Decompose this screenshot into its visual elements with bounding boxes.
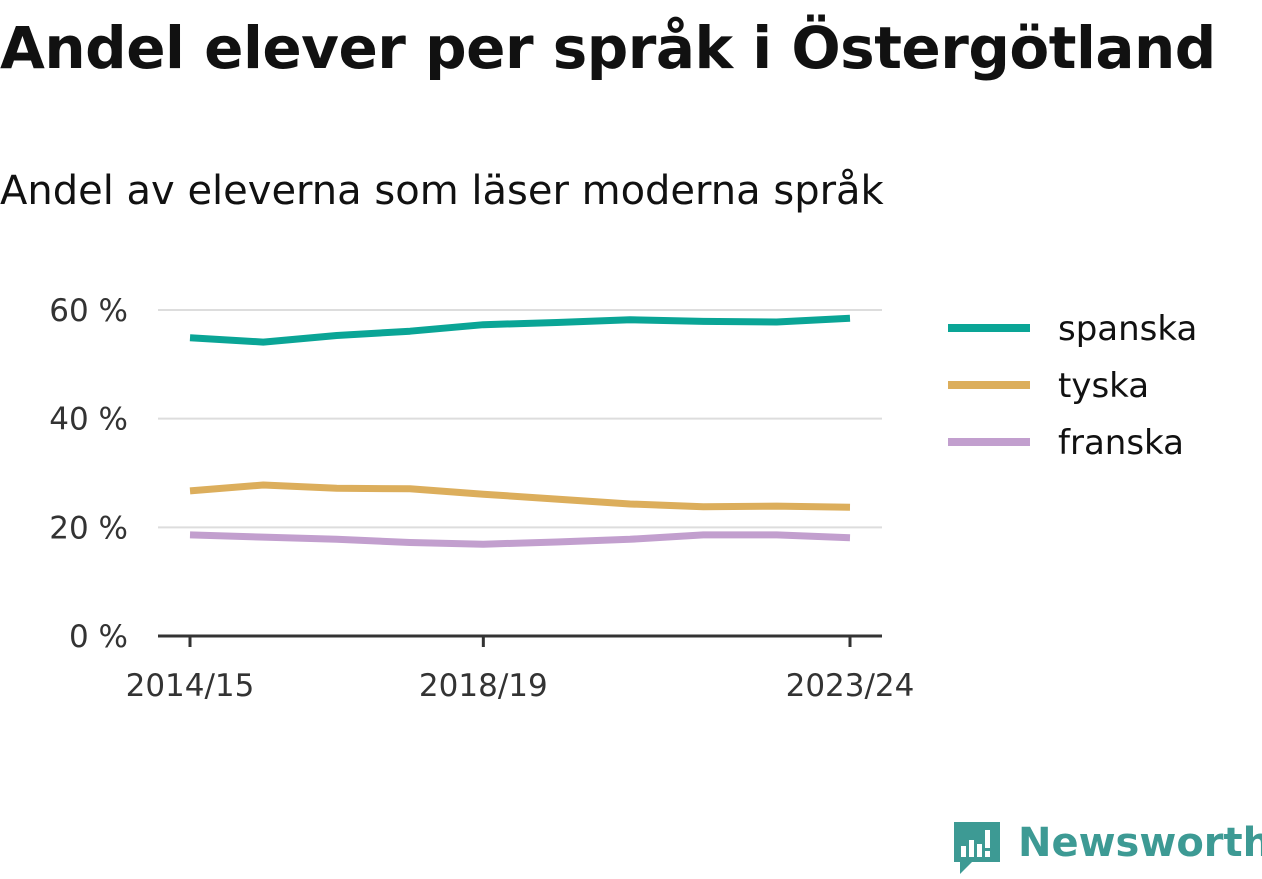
- legend: spanska tyska franska: [948, 309, 1197, 463]
- y-tick-label: 20 %: [49, 510, 128, 546]
- series-line-franska: [189, 531, 851, 548]
- legend-label-franska: franska: [1058, 423, 1184, 463]
- gridlines: [158, 309, 882, 529]
- legend-label-spanska: spanska: [1058, 309, 1197, 349]
- brand-name: Newsworthy: [1018, 820, 1262, 866]
- legend-label-tyska: tyska: [1058, 366, 1149, 406]
- series-line-tyska: [189, 481, 851, 511]
- x-tick-label: 2018/19: [419, 668, 548, 704]
- x-tick-label: 2014/15: [126, 668, 255, 704]
- y-tick-label: 0 %: [69, 619, 128, 655]
- y-tick-label: 60 %: [49, 293, 128, 329]
- y-tick-label: 40 %: [49, 402, 128, 438]
- x-tick-label: 2023/24: [786, 668, 915, 704]
- chart-title: Andel elever per språk i Östergötland: [0, 14, 1216, 82]
- brand-logo: Newsworthy: [950, 818, 1262, 876]
- chart-subtitle: Andel av eleverna som läser moderna språ…: [0, 168, 884, 214]
- x-axis: 2014/15 2018/19 2023/24: [126, 636, 915, 704]
- series-line-spanska: [189, 314, 851, 346]
- newsworthy-logo-icon: [954, 822, 1000, 874]
- series-lines: [189, 314, 851, 548]
- y-axis: 0 % 20 % 40 % 60 %: [49, 293, 128, 655]
